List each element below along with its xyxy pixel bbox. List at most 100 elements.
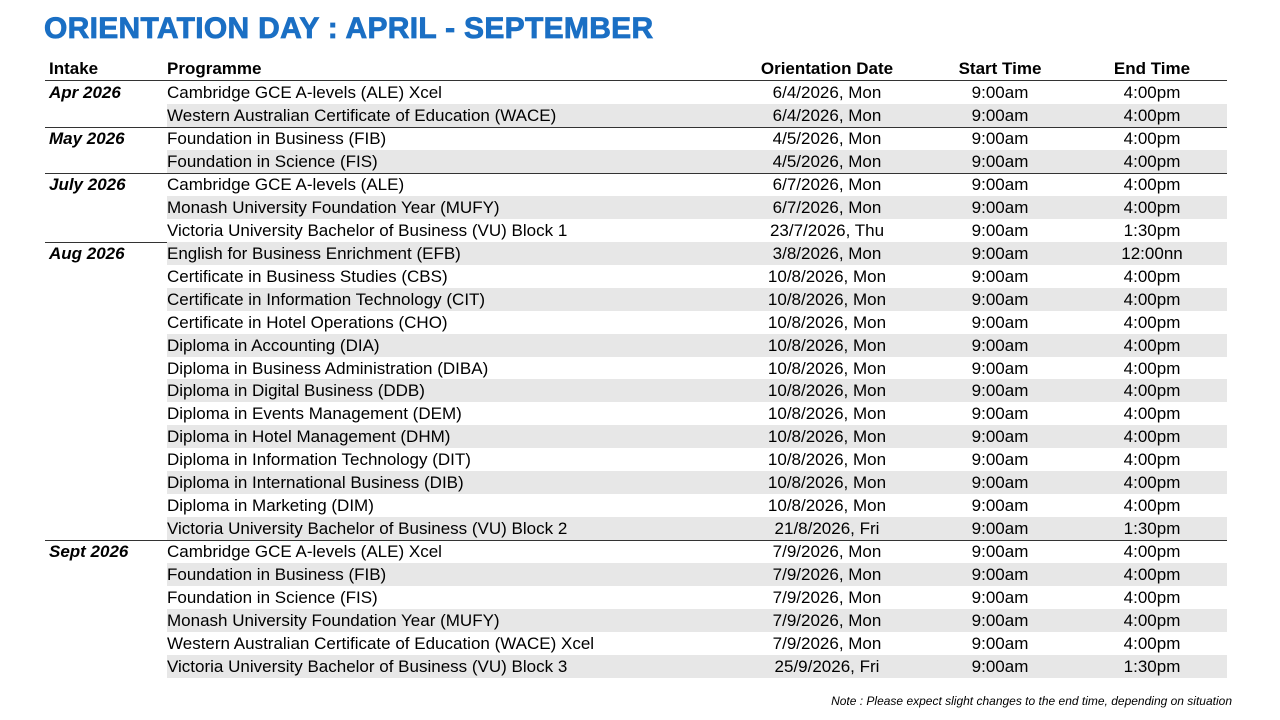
end-time: 4:00pm xyxy=(1123,312,1181,332)
programme: Monash University Foundation Year (MUFY) xyxy=(167,611,500,631)
intake: Apr 2026 xyxy=(49,83,121,102)
start-time: 9:00am xyxy=(971,450,1029,470)
end-time: 4:00pm xyxy=(1123,588,1181,608)
start-header: Start Time xyxy=(958,59,1042,78)
end-header: End Time xyxy=(1113,59,1191,78)
end-time: 4:00pm xyxy=(1123,335,1181,355)
note: Note : Please expect slight changes to t… xyxy=(831,694,1232,708)
end-time: 4:00pm xyxy=(1123,427,1181,447)
end-time: 4:00pm xyxy=(1123,105,1181,125)
programme: Diploma in Hotel Management (DHM) xyxy=(167,427,451,447)
orientation-date: 10/8/2026, Mon xyxy=(767,289,887,309)
row-shade xyxy=(167,103,1227,127)
start-time: 9:00am xyxy=(971,634,1029,654)
row-shade xyxy=(167,195,1227,219)
programme: Cambridge GCE A-levels (ALE) xyxy=(167,174,405,194)
orientation-date: 23/7/2026, Thu xyxy=(769,220,885,240)
orientation-date: 10/8/2026, Mon xyxy=(767,404,887,424)
programme: Diploma in Accounting (DIA) xyxy=(167,335,380,355)
start-time: 9:00am xyxy=(971,519,1029,539)
start-time: 9:00am xyxy=(971,427,1029,447)
end-time: 4:00pm xyxy=(1123,611,1181,631)
group-rule xyxy=(45,540,1227,542)
intake: July 2026 xyxy=(49,174,126,194)
intake-header: Intake xyxy=(49,59,99,78)
start-time: 9:00am xyxy=(971,220,1029,240)
orientation-date: 10/8/2026, Mon xyxy=(767,312,887,332)
orientation-date: 10/8/2026, Mon xyxy=(767,473,887,493)
end-time: 1:30pm xyxy=(1123,519,1181,539)
programme: Victoria University Bachelor of Business… xyxy=(167,220,568,240)
programme: Diploma in Information Technology (DIT) xyxy=(167,450,471,470)
start-time: 9:00am xyxy=(971,335,1029,355)
end-time: 4:00pm xyxy=(1123,151,1181,171)
end-time: 4:00pm xyxy=(1123,289,1181,309)
orientation-date: 7/9/2026, Mon xyxy=(772,565,882,585)
programme: Foundation in Business (FIB) xyxy=(167,565,387,585)
start-time: 9:00am xyxy=(971,542,1029,562)
programme: Diploma in Business Administration (DIBA… xyxy=(167,358,489,378)
end-time: 4:00pm xyxy=(1123,473,1181,493)
end-time: 4:00pm xyxy=(1123,496,1181,516)
start-time: 9:00am xyxy=(971,289,1029,309)
orientation-date: 6/4/2026, Mon xyxy=(772,105,882,125)
page-title: ORIENTATION DAY : APRIL - SEPTEMBER xyxy=(44,12,654,46)
programme: Cambridge GCE A-levels (ALE) Xcel xyxy=(167,83,442,102)
end-time: 4:00pm xyxy=(1123,197,1181,217)
row-shade xyxy=(167,609,1227,633)
start-time: 9:00am xyxy=(971,565,1029,585)
row-shade xyxy=(167,517,1227,541)
orientation-date: 6/7/2026, Mon xyxy=(772,174,882,194)
start-time: 9:00am xyxy=(971,312,1029,332)
programme: Foundation in Business (FIB) xyxy=(167,128,387,148)
programme: Certificate in Information Technology (C… xyxy=(167,289,486,309)
start-time: 9:00am xyxy=(971,611,1029,631)
orientation-date: 10/8/2026, Mon xyxy=(767,266,887,286)
end-time: 4:00pm xyxy=(1123,542,1181,562)
start-time: 9:00am xyxy=(971,128,1029,148)
orientation-date: 10/8/2026, Mon xyxy=(767,358,887,378)
programme: English for Business Enrichment (EFB) xyxy=(167,243,461,263)
start-time: 9:00am xyxy=(971,381,1029,401)
end-time: 4:00pm xyxy=(1123,174,1181,194)
programme-header: Programme xyxy=(167,59,262,78)
orientation-date: 10/8/2026, Mon xyxy=(767,496,887,516)
row-shade xyxy=(167,333,1227,357)
programme: Monash University Foundation Year (MUFY) xyxy=(167,197,500,217)
row-shade xyxy=(167,471,1227,495)
end-time: 4:00pm xyxy=(1123,358,1181,378)
start-time: 9:00am xyxy=(971,657,1029,676)
orientation-date: 10/8/2026, Mon xyxy=(767,381,887,401)
orientation-date: 7/9/2026, Mon xyxy=(772,634,882,654)
end-time: 4:00pm xyxy=(1123,450,1181,470)
orientation-date: 7/9/2026, Mon xyxy=(772,588,882,608)
row-shade xyxy=(167,149,1227,173)
start-time: 9:00am xyxy=(971,83,1029,102)
intake: Sept 2026 xyxy=(49,542,129,562)
orientation-date: 10/8/2026, Mon xyxy=(767,427,887,447)
row-shade xyxy=(167,287,1227,311)
end-time: 4:00pm xyxy=(1123,381,1181,401)
programme: Western Australian Certificate of Educat… xyxy=(167,634,595,654)
orientation-date: 21/8/2026, Fri xyxy=(774,519,880,539)
start-time: 9:00am xyxy=(971,496,1029,516)
end-time: 4:00pm xyxy=(1123,634,1181,654)
start-time: 9:00am xyxy=(971,588,1029,608)
row-shade xyxy=(167,655,1227,678)
end-time: 4:00pm xyxy=(1123,266,1181,286)
orientation-date: 6/4/2026, Mon xyxy=(772,83,882,102)
orientation-date: 10/8/2026, Mon xyxy=(767,450,887,470)
orientation-date: 6/7/2026, Mon xyxy=(772,197,882,217)
row-shade xyxy=(167,425,1227,449)
start-time: 9:00am xyxy=(971,197,1029,217)
programme: Diploma in International Business (DIB) xyxy=(167,473,464,493)
end-time: 1:30pm xyxy=(1123,657,1181,676)
header-rule xyxy=(45,80,1227,81)
start-time: 9:00am xyxy=(971,473,1029,493)
start-time: 9:00am xyxy=(971,266,1029,286)
row-shade xyxy=(167,379,1227,403)
group-rule xyxy=(45,126,1227,128)
start-time: 9:00am xyxy=(971,151,1029,171)
end-time: 4:00pm xyxy=(1123,128,1181,148)
